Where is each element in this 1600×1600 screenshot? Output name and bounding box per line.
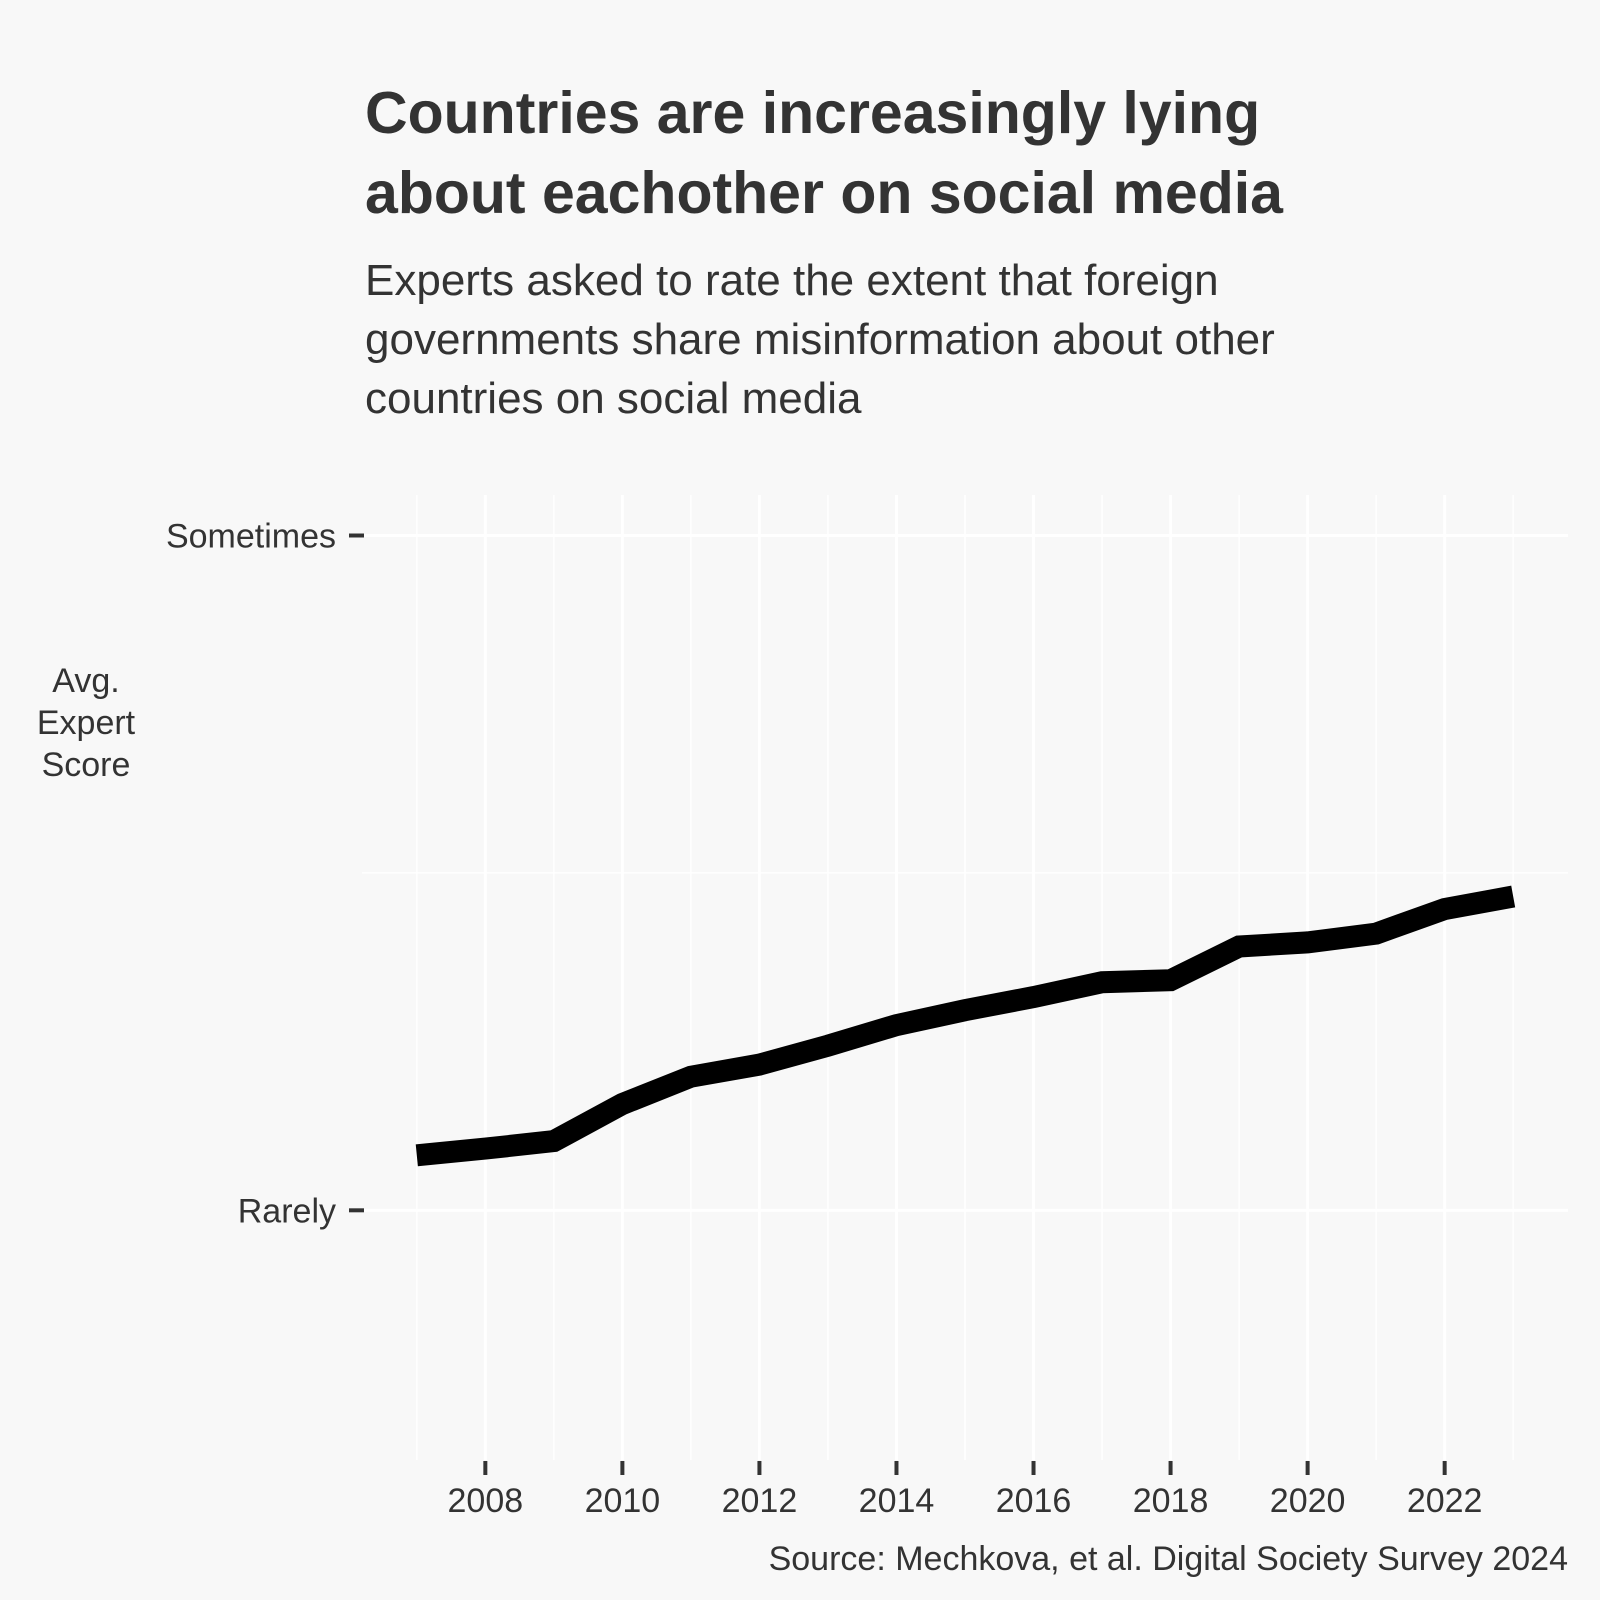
chart-title-line: about eachother on social media — [365, 160, 1284, 226]
chart-subtitle-line: governments share misinformation about o… — [365, 315, 1275, 364]
y-axis-title: Avg. Expert Score — [37, 662, 136, 784]
y-tick-label: Sometimes — [166, 517, 336, 555]
chart-title-line: Countries are increasingly lying — [365, 80, 1260, 146]
y-axis-title-line: Avg. — [52, 662, 119, 700]
x-tick-label: 2020 — [1270, 1482, 1346, 1520]
chart-subtitle-line: Experts asked to rate the extent that fo… — [365, 256, 1219, 305]
y-tick-label: Rarely — [238, 1192, 336, 1230]
gridlines — [362, 495, 1568, 1460]
chart-title: Countries are increasingly lying about ea… — [365, 80, 1284, 226]
chart-subtitle: Experts asked to rate the extent that fo… — [365, 256, 1275, 423]
y-axis: Rarely Sometimes — [166, 517, 364, 1230]
y-axis-title-line: Score — [42, 746, 131, 784]
x-axis: 2008 2010 2012 2014 2016 2018 2020 2022 — [448, 1461, 1483, 1520]
chart-subtitle-line: countries on social media — [365, 374, 862, 423]
x-tick-label: 2022 — [1407, 1482, 1483, 1520]
series-layer — [415, 885, 1516, 1167]
x-tick-label: 2014 — [859, 1482, 935, 1520]
x-tick-label: 2012 — [722, 1482, 798, 1520]
x-tick-label: 2010 — [585, 1482, 661, 1520]
x-tick-label: 2008 — [448, 1482, 524, 1520]
x-tick-label: 2018 — [1133, 1482, 1209, 1520]
x-tick-label: 2016 — [996, 1482, 1072, 1520]
series-line — [415, 885, 1516, 1167]
source-caption: Source: Mechkova, et al. Digital Society… — [769, 1540, 1568, 1578]
y-axis-title-line: Expert — [37, 704, 136, 742]
